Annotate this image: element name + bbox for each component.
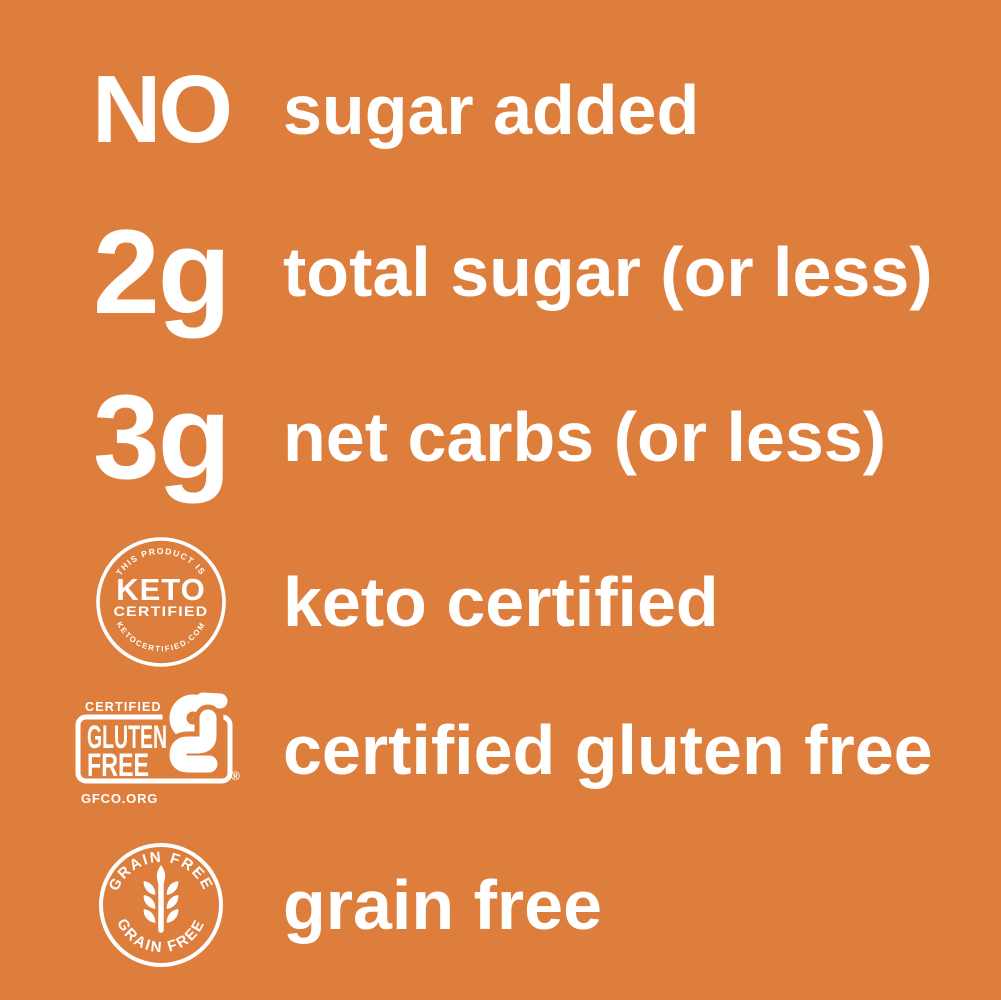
- claim-label-sugar-added: sugar added: [283, 71, 700, 149]
- keto-badge-svg: THIS PRODUCT IS KETO CERTIFIED KETOCERTI…: [96, 537, 226, 667]
- keto-badge-word-main: KETO: [116, 572, 206, 607]
- claim-value-no: NO: [92, 56, 233, 163]
- grain-free-badge-svg: GRAIN FREE GRAIN FREE: [99, 843, 223, 967]
- claim-label-total-sugar: total sugar (or less): [283, 233, 933, 311]
- claim-label-keto-certified: keto certified: [283, 563, 719, 641]
- gfco-eyebrow: CERTIFIED: [85, 700, 162, 714]
- keto-badge-ring: [96, 537, 226, 667]
- claim-value-3g: 3g: [92, 370, 231, 504]
- grain-badge-ring: [99, 843, 223, 967]
- claim-label-certified-gluten-free: certified gluten free: [283, 711, 933, 789]
- keto-certified-seal-icon: THIS PRODUCT IS KETO CERTIFIED KETOCERTI…: [56, 536, 266, 668]
- gfco-frame: [75, 714, 233, 784]
- claim-value-2g: 2g: [92, 205, 231, 339]
- claim-label-grain-free: grain free: [283, 866, 602, 944]
- claim-label-net-carbs: net carbs (or less): [283, 398, 886, 476]
- gfco-word1: GLUTEN: [87, 719, 167, 755]
- certified-gluten-free-seal-icon: CERTIFIED GLUTEN FREE ® GFCO.ORG: [56, 691, 266, 809]
- gfco-registered-mark: ®: [231, 769, 240, 783]
- gfco-g-glyph: [162, 691, 233, 778]
- keto-badge-word-sub: CERTIFIED: [114, 603, 209, 619]
- grain-free-seal-icon: GRAIN FREE GRAIN FREE: [56, 839, 266, 971]
- gfco-badge-svg: CERTIFIED GLUTEN FREE ® GFCO.ORG: [75, 691, 240, 806]
- keto-badge-arc-bottom-text: KETOCERTIFIED.COM: [115, 620, 208, 653]
- gfco-word2: FREE: [87, 747, 149, 783]
- wheat-stalk-icon: [140, 865, 182, 933]
- gfco-footer: GFCO.ORG: [81, 791, 158, 806]
